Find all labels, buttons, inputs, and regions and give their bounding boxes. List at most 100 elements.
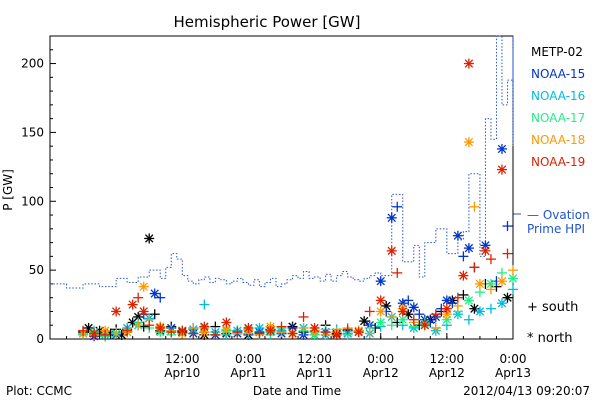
marker-stroke [255, 323, 264, 333]
marker-stroke [387, 213, 396, 223]
north-point [375, 295, 386, 306]
legend-item: NOAA-16 [531, 89, 585, 103]
south-point [254, 328, 265, 339]
north-point [474, 278, 485, 289]
marker-stroke [464, 137, 474, 147]
north-point [496, 143, 507, 154]
data-points [78, 58, 518, 342]
south-point [414, 309, 425, 320]
south-point [320, 327, 331, 338]
marker-stroke [475, 307, 485, 316]
legend-item: NOAA-17 [531, 111, 585, 125]
legend-item: NOAA-15 [531, 67, 585, 81]
south-point [144, 320, 155, 331]
y-tick-label: 200 [21, 57, 44, 71]
south-point [508, 265, 518, 276]
marker-stroke [464, 243, 474, 253]
x-tick-label-time: 12:00 [430, 352, 465, 366]
marker-stroke [376, 318, 385, 327]
plot-frame [49, 35, 514, 340]
marker-stroke [359, 316, 369, 326]
north-point [309, 322, 320, 333]
south-point [458, 251, 469, 262]
marker-stroke [497, 144, 507, 154]
south-point [149, 309, 160, 320]
south-point [485, 254, 496, 265]
marker-stroke [497, 276, 507, 286]
north-point [138, 306, 149, 317]
marker-stroke [475, 279, 485, 289]
north-point [463, 58, 474, 69]
legend-item: NOAA-19 [531, 155, 585, 169]
south-point [502, 248, 513, 259]
north-point [177, 325, 188, 336]
marker-stroke [497, 298, 507, 308]
ovation-series [50, 35, 514, 289]
marker-stroke [409, 303, 418, 312]
timestamp: 2012/04/13 09:20:07 [463, 384, 590, 398]
x-axis-label: Date and Time [253, 384, 341, 398]
south-point [100, 329, 111, 340]
south-point [166, 327, 177, 338]
marker-stroke [310, 323, 319, 333]
marker-stroke [156, 323, 165, 333]
marker-stroke [376, 276, 385, 286]
marker-stroke [470, 304, 479, 313]
ovation-legend-line2: Prime HPI [527, 222, 585, 236]
x-tick-label-date: Apr10 [164, 366, 200, 380]
north-point [149, 288, 160, 299]
south-point [232, 327, 243, 338]
north-point [265, 325, 276, 336]
north-point [474, 306, 485, 317]
marker-stroke [111, 307, 121, 316]
chart-title: Hemispheric Power [GW] [174, 13, 361, 31]
marker-stroke [139, 282, 148, 291]
north-point [375, 276, 386, 287]
marker-stroke [464, 296, 474, 305]
marker-stroke [178, 326, 187, 335]
south-point [210, 329, 221, 340]
x-axis: 12:00Apr100:00Apr1112:00Apr110:00Apr1212… [49, 333, 531, 380]
marker-stroke [266, 326, 275, 335]
marker-stroke [89, 329, 99, 338]
marker-stroke [398, 315, 407, 324]
south-point [430, 322, 441, 333]
marker-stroke [459, 271, 468, 280]
south-point [469, 262, 480, 273]
marker-stroke [442, 296, 452, 305]
south-point [298, 322, 309, 333]
south-point [188, 328, 199, 339]
marker-stroke [288, 329, 297, 338]
marker-stroke [244, 323, 253, 333]
south-point [458, 289, 469, 300]
south-point [485, 303, 496, 314]
south-point [386, 311, 397, 322]
y-axis: 0 50 100 150 200 [21, 35, 56, 346]
marker-stroke [497, 165, 507, 174]
south-point [469, 201, 480, 212]
x-tick-label-date: Apr12 [429, 366, 465, 380]
south-point [155, 292, 166, 303]
north-point [221, 317, 232, 328]
x-tick-label-date: Apr13 [495, 366, 531, 380]
north-point [408, 302, 419, 313]
y-tick-label: 50 [29, 263, 44, 277]
marker-stroke [398, 307, 407, 316]
marker-stroke [508, 274, 518, 283]
south-point [392, 201, 403, 212]
north-point [458, 270, 469, 281]
marker-stroke [200, 322, 209, 331]
north-point [287, 328, 298, 339]
south-point [342, 324, 353, 335]
y-tick-label: 100 [21, 194, 44, 208]
marker-stroke [486, 279, 496, 289]
ovation-prime-line [50, 35, 514, 289]
marker-stroke [145, 234, 154, 243]
south-point [122, 325, 133, 336]
north-point [144, 233, 155, 244]
south-point [199, 299, 210, 310]
south-point [392, 267, 403, 278]
